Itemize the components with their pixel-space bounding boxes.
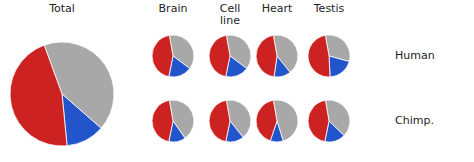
pie-slice	[209, 100, 230, 141]
pie-slice	[62, 94, 101, 146]
pie	[152, 35, 194, 77]
row-label: Human	[395, 49, 435, 62]
pie-slice	[308, 35, 330, 77]
pie-slice	[256, 100, 277, 141]
pie-slice	[256, 35, 277, 76]
pie-slice	[152, 35, 173, 76]
pie-slice	[308, 100, 329, 141]
pie	[152, 100, 194, 142]
column-label: Testis	[313, 2, 345, 15]
column-label: Brain	[159, 2, 188, 15]
pie	[256, 35, 298, 77]
row-label: Chimp.	[395, 114, 434, 127]
pie	[209, 35, 251, 77]
pie-slice	[329, 56, 349, 77]
pie	[209, 100, 251, 142]
pie-slice	[152, 100, 173, 141]
chart: Total Brain Cellline Heart Testis Human Chimp.	[0, 0, 474, 162]
pie	[10, 42, 114, 146]
pie	[308, 35, 350, 77]
column-label: Cellline	[220, 2, 241, 27]
pie	[308, 100, 350, 142]
pie-slice	[10, 45, 67, 146]
column-label: Heart	[262, 2, 293, 15]
pie-slice	[209, 35, 230, 76]
chart-title: Total	[48, 2, 75, 15]
pie	[256, 100, 298, 142]
